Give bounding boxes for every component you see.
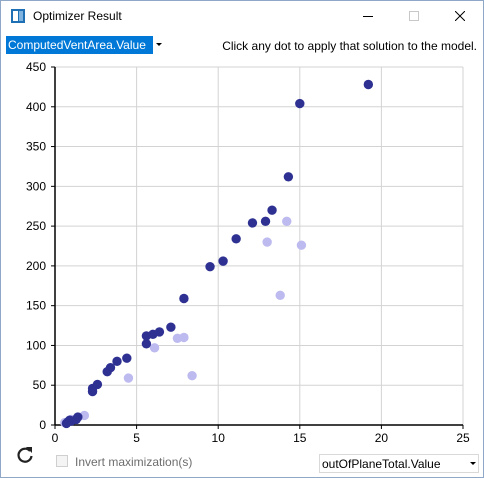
solution-dot[interactable] <box>363 79 374 90</box>
solution-dot-inactive[interactable] <box>296 240 307 250</box>
chevron-down-icon[interactable] <box>152 36 165 54</box>
solution-dot-inactive[interactable] <box>149 343 160 353</box>
y-tick-label: 450 <box>26 60 46 74</box>
solution-dot[interactable] <box>105 363 116 373</box>
solution-dot[interactable] <box>295 98 305 109</box>
maximize-button[interactable] <box>391 1 437 31</box>
solution-dot-inactive[interactable] <box>262 237 272 247</box>
solution-dot-inactive[interactable] <box>123 373 134 383</box>
x-axis-variable-value: outOfPlaneTotal.Value <box>322 457 441 471</box>
solution-dot-inactive[interactable] <box>282 216 292 227</box>
solution-dot[interactable] <box>154 327 165 337</box>
chevron-down-icon[interactable] <box>470 462 476 465</box>
close-icon <box>455 11 465 21</box>
invert-maximization-checkbox[interactable] <box>56 455 68 467</box>
maximize-icon <box>409 11 419 21</box>
invert-maximization-label: Invert maximization(s) <box>75 455 193 469</box>
minimize-icon <box>363 16 373 17</box>
solution-dot[interactable] <box>141 339 152 349</box>
y-tick-label: 400 <box>26 100 46 114</box>
solution-dot-inactive[interactable] <box>187 370 197 381</box>
y-tick-label: 250 <box>26 219 46 233</box>
solution-dot[interactable] <box>231 234 241 244</box>
y-tick-label: 0 <box>39 418 46 432</box>
solution-dot[interactable] <box>205 261 215 272</box>
y-tick-label: 150 <box>26 299 46 313</box>
solution-dot-inactive[interactable] <box>179 332 189 343</box>
minimize-button[interactable] <box>345 1 391 31</box>
solution-dot[interactable] <box>247 218 258 228</box>
solution-dot[interactable] <box>71 414 81 425</box>
solution-dot[interactable] <box>92 379 103 390</box>
solution-dot-inactive[interactable] <box>275 290 285 301</box>
solution-dot[interactable] <box>179 293 189 304</box>
window-title: Optimizer Result <box>33 9 122 23</box>
y-axis-variable-select[interactable]: ComputedVentArea.Value <box>6 36 165 54</box>
app-icon <box>11 9 25 23</box>
solution-dot[interactable] <box>260 216 271 227</box>
solution-dot[interactable] <box>218 256 228 266</box>
y-axis-variable-value: ComputedVentArea.Value <box>8 38 146 52</box>
solution-dot[interactable] <box>267 205 277 215</box>
x-tick-label: 10 <box>212 431 226 444</box>
y-tick-label: 50 <box>33 378 47 392</box>
refresh-icon[interactable] <box>15 445 35 465</box>
solution-dot[interactable] <box>112 356 122 367</box>
x-tick-label: 5 <box>133 431 140 444</box>
y-tick-label: 100 <box>26 338 46 352</box>
close-button[interactable] <box>437 1 483 31</box>
y-tick-label: 350 <box>26 140 46 154</box>
x-axis-variable-select[interactable]: outOfPlaneTotal.Value <box>319 454 479 473</box>
solution-dot[interactable] <box>166 322 176 332</box>
title-bar: Optimizer Result <box>1 1 483 31</box>
instruction-text: Click any dot to apply that solution to … <box>222 39 477 53</box>
y-tick-label: 300 <box>26 179 46 193</box>
solution-dot[interactable] <box>122 353 132 363</box>
y-tick-label: 200 <box>26 259 46 273</box>
x-tick-label: 0 <box>52 431 59 444</box>
x-tick-label: 15 <box>293 431 307 444</box>
solution-dot[interactable] <box>283 172 294 182</box>
x-tick-label: 25 <box>456 431 470 444</box>
x-tick-label: 20 <box>375 431 389 444</box>
